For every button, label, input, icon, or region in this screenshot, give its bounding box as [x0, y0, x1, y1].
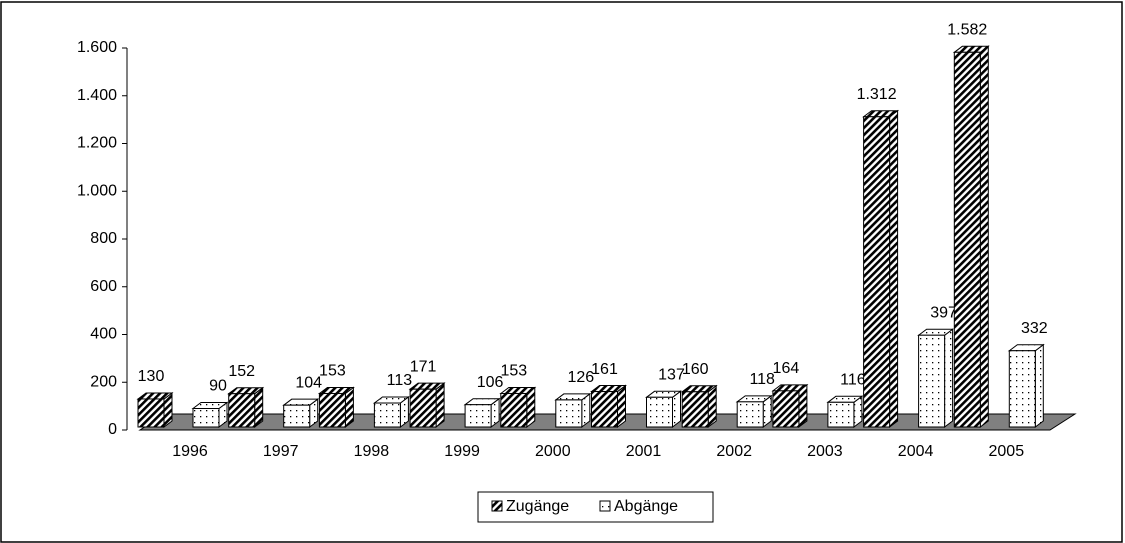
bar-front: [283, 404, 311, 428]
bar-front: [953, 51, 981, 428]
bar-front: [591, 391, 618, 428]
y-tick-label: 1.400: [77, 87, 117, 104]
bar-side: [344, 386, 354, 428]
bar-front: [409, 388, 437, 428]
value-label: 152: [228, 363, 255, 380]
value-label: 332: [1021, 320, 1048, 337]
bar: [1007, 343, 1045, 428]
legend-label: Abgänge: [614, 498, 678, 515]
value-label: 397: [930, 304, 957, 321]
legend-swatch: [599, 500, 611, 512]
bar: [735, 394, 773, 428]
bar: [680, 384, 718, 428]
value-label: 113: [387, 372, 413, 389]
bar-side: [798, 383, 808, 428]
legend-label: Zugänge: [506, 498, 569, 515]
y-tick-label: 1.000: [77, 182, 117, 199]
x-tick-label: 2001: [626, 443, 662, 460]
x-tick-label: 1996: [172, 443, 208, 460]
bar: [499, 386, 537, 428]
bar-side: [1034, 343, 1044, 428]
value-label: 153: [319, 363, 346, 380]
x-tick-label: 2003: [807, 443, 843, 460]
legend-swatch: [491, 500, 503, 512]
value-label: 164: [773, 360, 800, 377]
y-tick-label: 400: [90, 326, 117, 343]
x-tick-label: 2002: [716, 443, 752, 460]
bar-front: [1008, 350, 1036, 428]
legend-box: [477, 491, 714, 523]
bar-side: [254, 386, 264, 428]
bar: [191, 401, 229, 428]
y-tick-label: 600: [90, 278, 117, 295]
bar-front: [464, 404, 492, 428]
bar: [862, 109, 900, 428]
x-tick-label: 2005: [989, 443, 1025, 460]
y-tick-label: 0: [108, 421, 117, 438]
value-label: 116: [840, 372, 866, 389]
x-tick-label: 1999: [444, 443, 480, 460]
bar: [917, 328, 955, 428]
value-label: 126: [567, 369, 594, 386]
value-label: 161: [591, 361, 618, 378]
value-label: 104: [295, 374, 322, 391]
x-tick-label: 2004: [898, 443, 934, 460]
bar-side: [707, 384, 717, 428]
value-label: 137: [658, 367, 685, 384]
bar-front: [192, 408, 220, 428]
value-label: 130: [138, 368, 165, 385]
y-tick-label: 1.200: [77, 135, 117, 152]
bar: [645, 390, 682, 428]
bar: [826, 395, 864, 428]
x-tick-label: 2000: [535, 443, 571, 460]
bar-side: [979, 45, 989, 428]
bar-side: [526, 386, 536, 428]
bar-front: [228, 393, 256, 428]
value-label: 118: [749, 371, 775, 388]
bar-front: [736, 401, 764, 428]
bar-front: [137, 398, 165, 428]
bar-front: [681, 391, 709, 428]
bar: [590, 384, 627, 428]
value-label: 160: [682, 361, 709, 378]
bar: [372, 396, 410, 428]
bar-front: [918, 334, 946, 428]
value-label: 106: [477, 374, 504, 391]
value-label: 1.582: [947, 22, 987, 39]
bar: [282, 398, 320, 428]
y-tick-label: 800: [90, 230, 117, 247]
value-label: 90: [209, 378, 227, 395]
bar-side: [617, 384, 626, 428]
value-label: 153: [500, 363, 527, 380]
bar-front: [500, 392, 528, 428]
bar: [554, 392, 592, 428]
bar-side: [889, 109, 899, 428]
y-tick-label: 200: [90, 373, 117, 390]
bar: [771, 383, 809, 428]
bar: [952, 45, 990, 428]
bar: [317, 386, 355, 428]
bar-front: [772, 390, 800, 428]
bar-front: [827, 401, 855, 428]
bar: [408, 382, 446, 428]
x-tick-label: 1998: [354, 443, 390, 460]
value-label: 171: [410, 358, 437, 375]
bar-side: [435, 382, 445, 428]
bar-front: [646, 396, 673, 428]
bar-front: [373, 402, 401, 428]
value-label: 1.312: [857, 86, 897, 103]
bar-front: [555, 399, 583, 428]
bar: [463, 397, 501, 428]
bar: [227, 386, 265, 428]
bar-front: [863, 116, 891, 428]
y-tick-label: 1.600: [77, 39, 117, 56]
bar-side: [944, 328, 954, 428]
x-tick-label: 1997: [263, 443, 299, 460]
bar: [136, 391, 174, 428]
bar-front: [318, 392, 346, 428]
